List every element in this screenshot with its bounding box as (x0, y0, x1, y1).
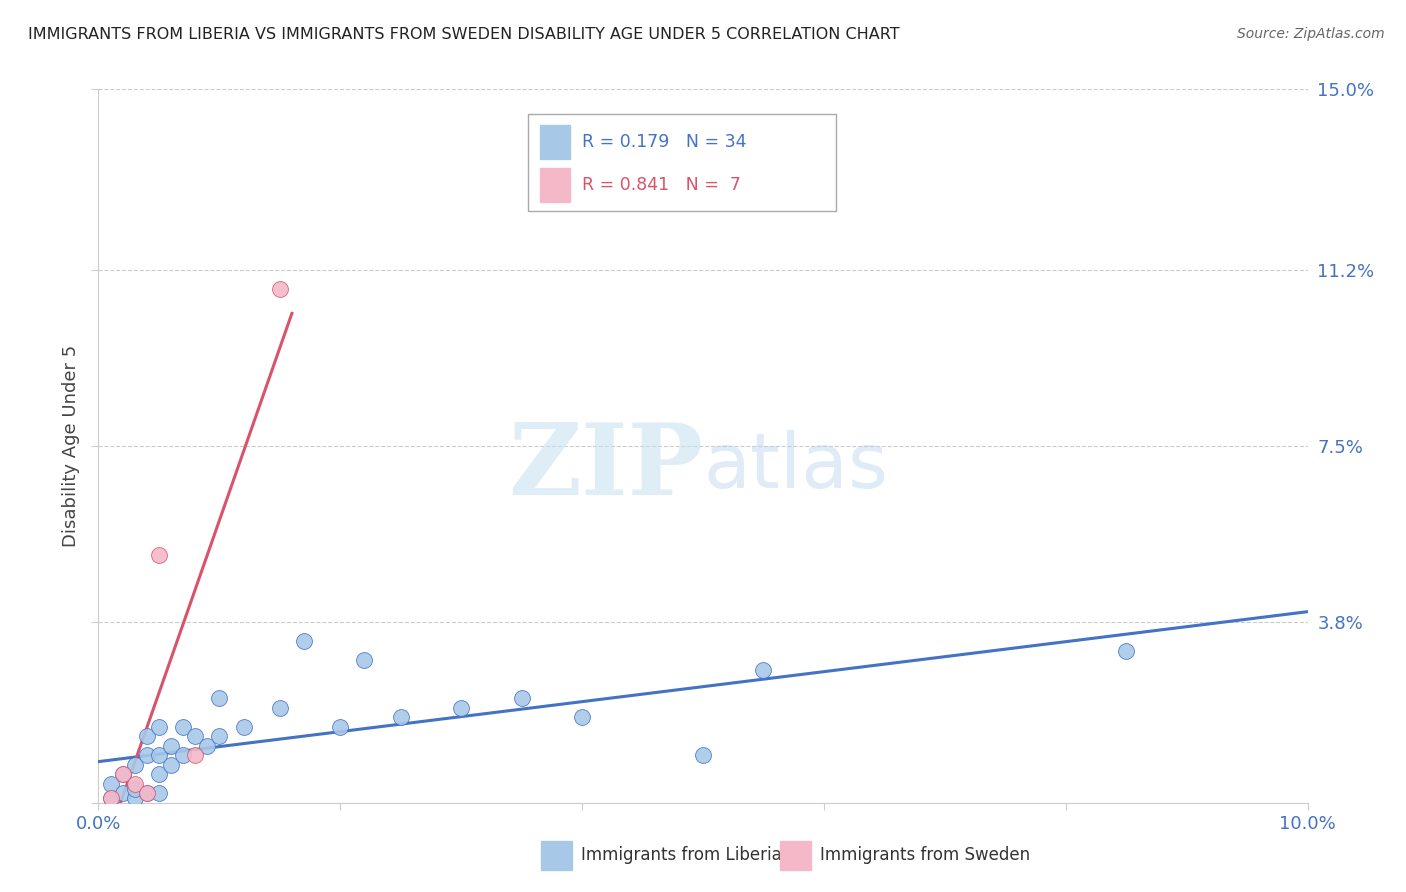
Point (172, 748, 194, 763)
Point (184, 729, 207, 743)
Point (184, 748, 207, 763)
Point (160, 739, 183, 753)
Point (752, 663, 775, 677)
Point (510, 691, 533, 706)
Point (389, 710, 412, 724)
Text: Immigrants from Sweden: Immigrants from Sweden (820, 847, 1029, 864)
Text: ZIP: ZIP (508, 419, 703, 516)
Point (353, 653, 375, 667)
Point (172, 720, 194, 734)
Point (148, 549, 170, 563)
Point (148, 767, 170, 781)
Point (148, 748, 170, 763)
Point (148, 720, 170, 734)
Point (135, 786, 157, 800)
Point (100, 777, 122, 791)
Text: Source: ZipAtlas.com: Source: ZipAtlas.com (1237, 27, 1385, 41)
Point (135, 786, 157, 800)
Point (100, 791, 122, 805)
Bar (540, 125, 569, 159)
Point (124, 777, 146, 791)
Text: Immigrants from Liberia: Immigrants from Liberia (581, 847, 782, 864)
Point (135, 729, 157, 743)
Point (124, 791, 146, 805)
Point (292, 634, 315, 648)
Text: IMMIGRANTS FROM LIBERIA VS IMMIGRANTS FROM SWEDEN DISABILITY AGE UNDER 5 CORRELA: IMMIGRANTS FROM LIBERIA VS IMMIGRANTS FR… (28, 27, 900, 42)
Point (148, 786, 170, 800)
Text: atlas: atlas (703, 431, 887, 504)
Point (208, 729, 231, 743)
Point (269, 700, 291, 714)
Point (208, 691, 231, 706)
Bar (540, 168, 569, 202)
Point (135, 748, 157, 763)
Point (124, 757, 146, 772)
Point (100, 791, 122, 805)
FancyBboxPatch shape (527, 114, 837, 211)
Point (124, 781, 146, 796)
Point (692, 748, 714, 763)
Point (450, 700, 472, 714)
Point (269, 282, 291, 296)
Y-axis label: Disability Age Under 5: Disability Age Under 5 (62, 345, 80, 547)
Point (160, 757, 183, 772)
Point (111, 767, 134, 781)
Point (111, 786, 134, 800)
Point (111, 767, 134, 781)
Point (329, 720, 352, 734)
Text: R = 0.179   N = 34: R = 0.179 N = 34 (582, 133, 747, 151)
Point (1115, 643, 1137, 657)
Point (195, 739, 218, 753)
Point (232, 720, 254, 734)
Point (571, 710, 593, 724)
Text: R = 0.841   N =  7: R = 0.841 N = 7 (582, 176, 741, 194)
